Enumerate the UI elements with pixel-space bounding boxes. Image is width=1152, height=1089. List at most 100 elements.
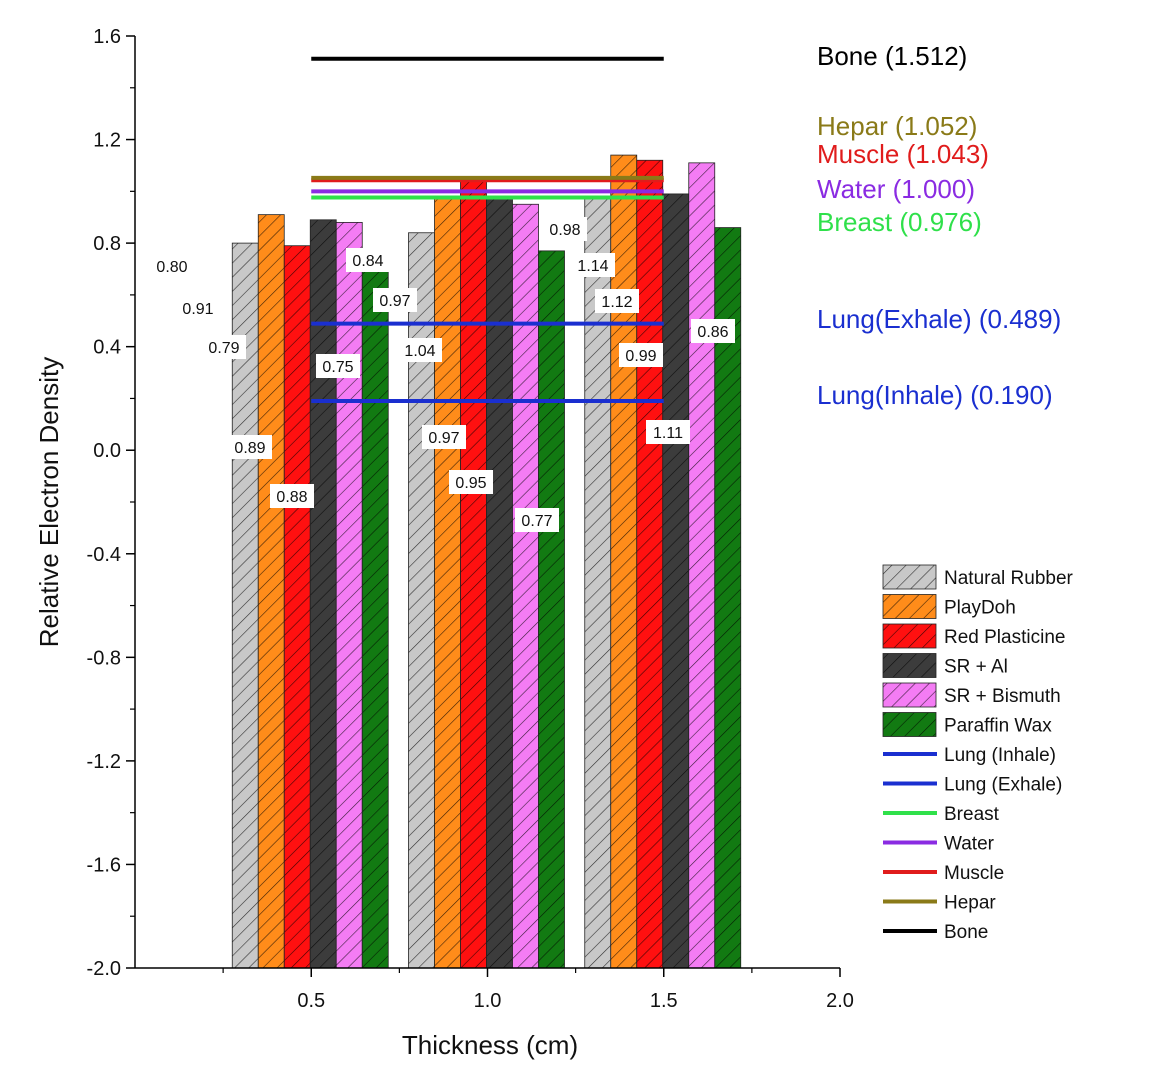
- value-label-box: [373, 288, 417, 312]
- value-label-text: 1.14: [577, 258, 608, 275]
- legend-swatch: [882, 712, 937, 737]
- value-label-text: 0.91: [182, 301, 213, 318]
- bar-playdoh-0-5: [257, 214, 285, 969]
- legend-label: Paraffin Wax: [944, 716, 1052, 737]
- y-tick-label: -0.8: [87, 647, 121, 669]
- value-label-paraffin-wax-1-0: 0.77: [515, 508, 559, 532]
- value-label-box: [449, 470, 493, 494]
- value-label-box: [515, 508, 559, 532]
- legend-item-lung-inhale: Lung (Inhale): [883, 745, 1056, 766]
- value-label-box: [619, 343, 663, 367]
- annotation-bone: Bone (1.512): [817, 41, 967, 71]
- legend-label: Water: [944, 834, 995, 855]
- value-label-box: [543, 217, 587, 241]
- bar-paraffin-wax-0-5: [361, 255, 389, 969]
- reference-annotations-layer: Lung(Inhale) (0.190) Lung(Exhale) (0.489)…: [817, 41, 1061, 410]
- legend-item-breast: Breast: [883, 804, 1000, 825]
- value-label-text: 0.97: [428, 430, 459, 447]
- legend-label: Breast: [944, 804, 1000, 825]
- annotation-water: Water (1.000): [817, 174, 975, 204]
- legend-item-muscle: Muscle: [883, 863, 1004, 884]
- bar-sr-al-1-5: [662, 193, 690, 969]
- value-label-box: [595, 289, 639, 313]
- value-label-box: [346, 248, 390, 272]
- value-label-sr-al-1-5: 0.99: [619, 343, 663, 367]
- legend-label: SR + Bismuth: [944, 686, 1061, 707]
- bars-layer: [231, 154, 742, 969]
- y-tick-label: 0.4: [93, 337, 121, 359]
- bar-sr-al-0-5: [309, 219, 337, 969]
- value-label-box: [422, 425, 466, 449]
- legend-item-hepar: Hepar: [883, 893, 996, 914]
- y-tick-label: 0.0: [93, 440, 121, 462]
- annotation-muscle: Muscle (1.043): [817, 139, 989, 169]
- value-label-sr-al-0-5: 0.89: [228, 435, 272, 459]
- axes-layer: 1.6 1.2 0.8 0.4 0.0 -0.4 -0.8 -1.2 -1.6 -2.0 0.5 1.…: [87, 26, 854, 1012]
- y-axis-title: Relative Electron Density: [34, 356, 64, 648]
- value-label-box: [316, 354, 360, 378]
- value-label-sr-bismuth-0-5: 0.88: [270, 484, 314, 508]
- value-label-text: 1.11: [653, 425, 683, 442]
- bar-sr-al-1-0: [486, 198, 513, 969]
- value-label-playdoh-0-5: 0.91: [176, 296, 220, 320]
- value-label-playdoh-1-0: 0.97: [373, 288, 417, 312]
- y-tick-label: -2.0: [87, 958, 121, 980]
- legend-swatch: [882, 564, 937, 590]
- value-label-box: [571, 253, 615, 277]
- legend-label: Natural Rubber: [944, 568, 1074, 589]
- y-tick-label: -0.4: [87, 544, 121, 566]
- value-label-box: [176, 296, 220, 320]
- bar-red-plasticine-0-5: [283, 245, 311, 969]
- value-label-box: [270, 484, 314, 508]
- value-label-natural-rubber-0-5: 0.80: [150, 254, 194, 278]
- bar-playdoh-1-0: [434, 198, 461, 969]
- bar-sr-bismuth-1-0: [512, 203, 539, 969]
- value-label-natural-rubber-1-5: 0.98: [543, 217, 587, 241]
- annotation-lung-exhale: Lung(Exhale) (0.489): [817, 304, 1061, 334]
- legend-label: PlayDoh: [944, 598, 1016, 619]
- value-label-box: [646, 420, 690, 444]
- bar-sr-bismuth-1-5: [688, 162, 716, 969]
- bar-sr-bismuth-0-5: [335, 221, 363, 969]
- annotation-lung-inhale: Lung(Inhale) (0.190): [817, 380, 1053, 410]
- bar-paraffin-wax-1-0: [538, 250, 565, 969]
- value-label-sr-bismuth-1-0: 0.95: [449, 470, 493, 494]
- x-tick-label: 0.5: [297, 990, 325, 1012]
- legend-swatch: [882, 594, 937, 619]
- y-tick-label: 0.8: [93, 233, 121, 255]
- value-label-box: [398, 338, 442, 362]
- legend: Natural Rubber PlayDoh Red Plasticine SR + …: [882, 564, 1074, 943]
- value-label-text: 0.79: [208, 340, 239, 357]
- legend-item-sr-al: SR + Al: [882, 653, 1008, 678]
- legend-swatch: [882, 623, 937, 649]
- reference-lines-layer: [311, 56, 664, 404]
- value-label-text: 0.97: [379, 293, 410, 310]
- value-label-text: 0.84: [352, 253, 383, 270]
- y-tick-label: -1.2: [87, 751, 121, 773]
- value-label-text: 0.80: [156, 259, 187, 276]
- value-label-text: 0.99: [625, 348, 656, 365]
- legend-item-red-plasticine: Red Plasticine: [882, 623, 1065, 649]
- legend-item-lung-exhale: Lung (Exhale): [883, 775, 1062, 796]
- value-label-box: [202, 335, 246, 359]
- bar-red-plasticine-1-0: [460, 180, 487, 969]
- value-label-text: 0.98: [549, 222, 580, 239]
- legend-label: Red Plasticine: [944, 627, 1065, 648]
- y-tick-label: -1.6: [87, 854, 121, 876]
- annotation-breast: Breast (0.976): [817, 207, 982, 237]
- bar-natural-rubber-0-5: [231, 242, 259, 969]
- value-labels-layer: 0.80 0.91 0.79 0.89 0.88 0.75 0.84 0.97 1.04 0.97…: [150, 217, 735, 532]
- x-tick-label: 1.0: [474, 990, 502, 1012]
- value-label-text: 1.04: [404, 343, 435, 360]
- legend-label: SR + Al: [944, 657, 1008, 678]
- value-label-paraffin-wax-1-5: 0.86: [691, 319, 735, 343]
- y-tick-label: 1.2: [93, 130, 121, 152]
- legend-item-natural-rubber: Natural Rubber: [882, 564, 1074, 590]
- legend-item-paraffin-wax: Paraffin Wax: [882, 712, 1052, 737]
- legend-label: Hepar: [944, 893, 996, 914]
- y-tick-label: 1.6: [93, 26, 121, 48]
- value-label-text: 0.77: [521, 513, 552, 530]
- legend-swatch: [882, 653, 937, 678]
